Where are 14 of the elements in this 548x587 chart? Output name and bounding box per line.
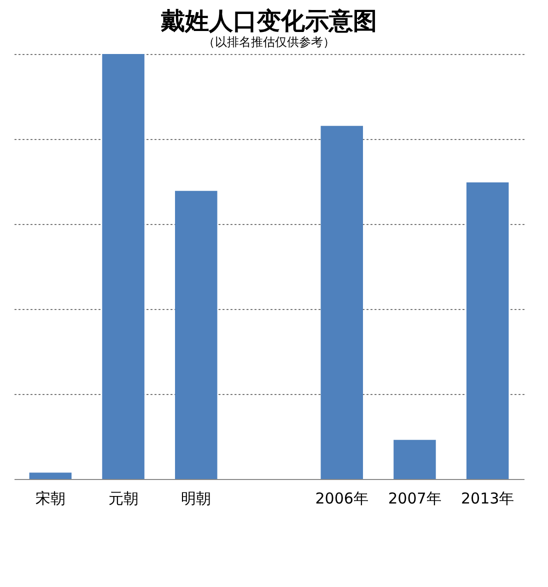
bar — [102, 54, 144, 479]
bar — [394, 440, 436, 479]
x-tick-label: 元朝 — [108, 490, 138, 508]
x-tick-label: 明朝 — [181, 490, 212, 508]
chart-subtitle: （以排名推估仅供参考） — [203, 35, 335, 49]
bar — [29, 472, 72, 479]
chart-title: 戴姓人口变化示意图 — [160, 6, 377, 35]
x-tick-label: 2013年 — [460, 490, 514, 508]
bar — [175, 190, 218, 479]
x-tick-label: 2006年 — [315, 490, 368, 508]
bar — [466, 182, 509, 479]
x-tick-label: 2007年 — [388, 490, 442, 508]
bar — [320, 126, 363, 479]
x-tick-label: 宋朝 — [35, 490, 66, 508]
